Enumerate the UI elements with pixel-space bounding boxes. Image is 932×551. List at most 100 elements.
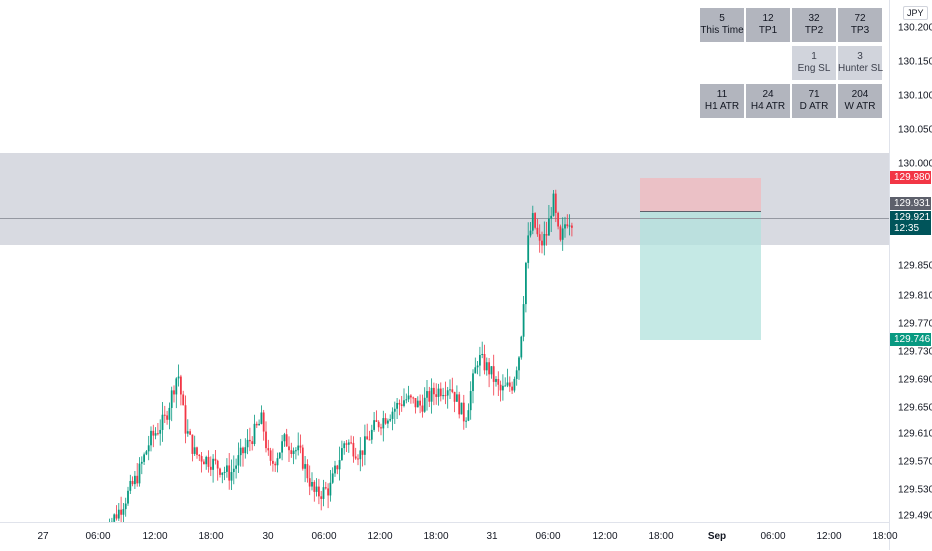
candle-body	[405, 399, 407, 400]
candle-body	[143, 454, 145, 461]
candle-body	[180, 377, 182, 395]
candle-body	[553, 194, 555, 216]
candle-body	[387, 421, 389, 424]
candle-body	[284, 434, 286, 441]
chart-area[interactable]	[0, 0, 889, 522]
candle-body	[339, 460, 341, 469]
candle-body	[396, 403, 398, 409]
candle-body	[481, 354, 483, 355]
time-tick: 30	[262, 531, 273, 542]
candle-body	[497, 379, 499, 385]
time-tick: 06:00	[535, 531, 560, 542]
candle-body	[323, 487, 325, 499]
candle-body	[428, 391, 430, 402]
candle-body	[500, 385, 502, 391]
price-tick: 130.150	[898, 57, 932, 68]
candle-body	[435, 394, 437, 397]
candle-body	[256, 424, 258, 425]
candle-body	[355, 456, 357, 458]
candle-body	[295, 450, 297, 451]
price-tick: 129.530	[898, 485, 932, 496]
candle-body	[212, 459, 214, 470]
candle-body	[224, 472, 226, 473]
candle-body	[270, 450, 272, 460]
candle-body	[445, 395, 447, 396]
candlestick-series	[0, 0, 889, 522]
stat-label: H4 ATR	[746, 101, 790, 113]
candle-body	[403, 400, 405, 406]
candle-body	[281, 441, 283, 452]
candle-body	[353, 443, 355, 457]
candle-body	[518, 357, 520, 370]
candle-body	[215, 459, 217, 461]
candle-body	[325, 487, 327, 488]
candle-body	[155, 433, 157, 435]
candle-body	[502, 386, 504, 391]
candle-body	[157, 433, 159, 434]
candle-body	[433, 388, 435, 394]
candle-body	[412, 397, 414, 398]
candle-body	[525, 263, 527, 304]
candle-body	[488, 362, 490, 374]
candle-body	[178, 377, 180, 379]
candle-body	[210, 467, 212, 470]
candle-body	[194, 447, 196, 454]
candle-body	[286, 434, 288, 446]
candle-body	[249, 440, 251, 441]
stat-value: 1	[792, 51, 836, 63]
time-tick: 18:00	[648, 531, 673, 542]
candle-body	[465, 421, 467, 422]
candle-body	[419, 401, 421, 406]
candle-body	[152, 431, 154, 436]
candle-body	[136, 476, 138, 484]
candle-body	[362, 450, 364, 454]
time-tick: 12:00	[367, 531, 392, 542]
candle-body	[385, 418, 387, 424]
candle-body	[221, 473, 223, 475]
candle-body	[348, 442, 350, 444]
candle-body	[534, 213, 536, 228]
candle-body	[290, 450, 292, 454]
stat-value: 3	[838, 51, 882, 63]
candle-body	[364, 436, 366, 455]
candle-body	[265, 432, 267, 449]
candle-body	[514, 379, 516, 391]
candle-body	[504, 386, 506, 387]
candle-body	[486, 362, 488, 370]
price-tick: 129.570	[898, 457, 932, 468]
candle-body	[449, 389, 451, 390]
candle-body	[366, 436, 368, 439]
candle-body	[373, 420, 375, 430]
candle-body	[357, 458, 359, 459]
candle-body	[493, 366, 495, 382]
stat-value: 5	[700, 13, 744, 25]
stat-value: 12	[746, 13, 790, 25]
currency-button[interactable]: JPY	[903, 6, 928, 20]
time-tick: 06:00	[311, 531, 336, 542]
candle-body	[566, 224, 568, 226]
candle-body	[537, 228, 539, 234]
time-tick: 18:00	[198, 531, 223, 542]
candle-body	[557, 213, 559, 227]
candle-body	[254, 424, 256, 444]
time-tick: 18:00	[423, 531, 448, 542]
time-tick: 06:00	[760, 531, 785, 542]
candle-body	[564, 224, 566, 228]
candle-body	[267, 448, 269, 450]
candle-body	[463, 403, 465, 422]
candle-body	[251, 441, 253, 444]
candle-body	[401, 404, 403, 405]
stat-value: 32	[792, 13, 836, 25]
candle-body	[201, 456, 203, 462]
candle-body	[527, 235, 529, 262]
candle-body	[458, 394, 460, 414]
candle-body	[426, 391, 428, 398]
candle-body	[468, 410, 470, 421]
candle-body	[451, 389, 453, 392]
